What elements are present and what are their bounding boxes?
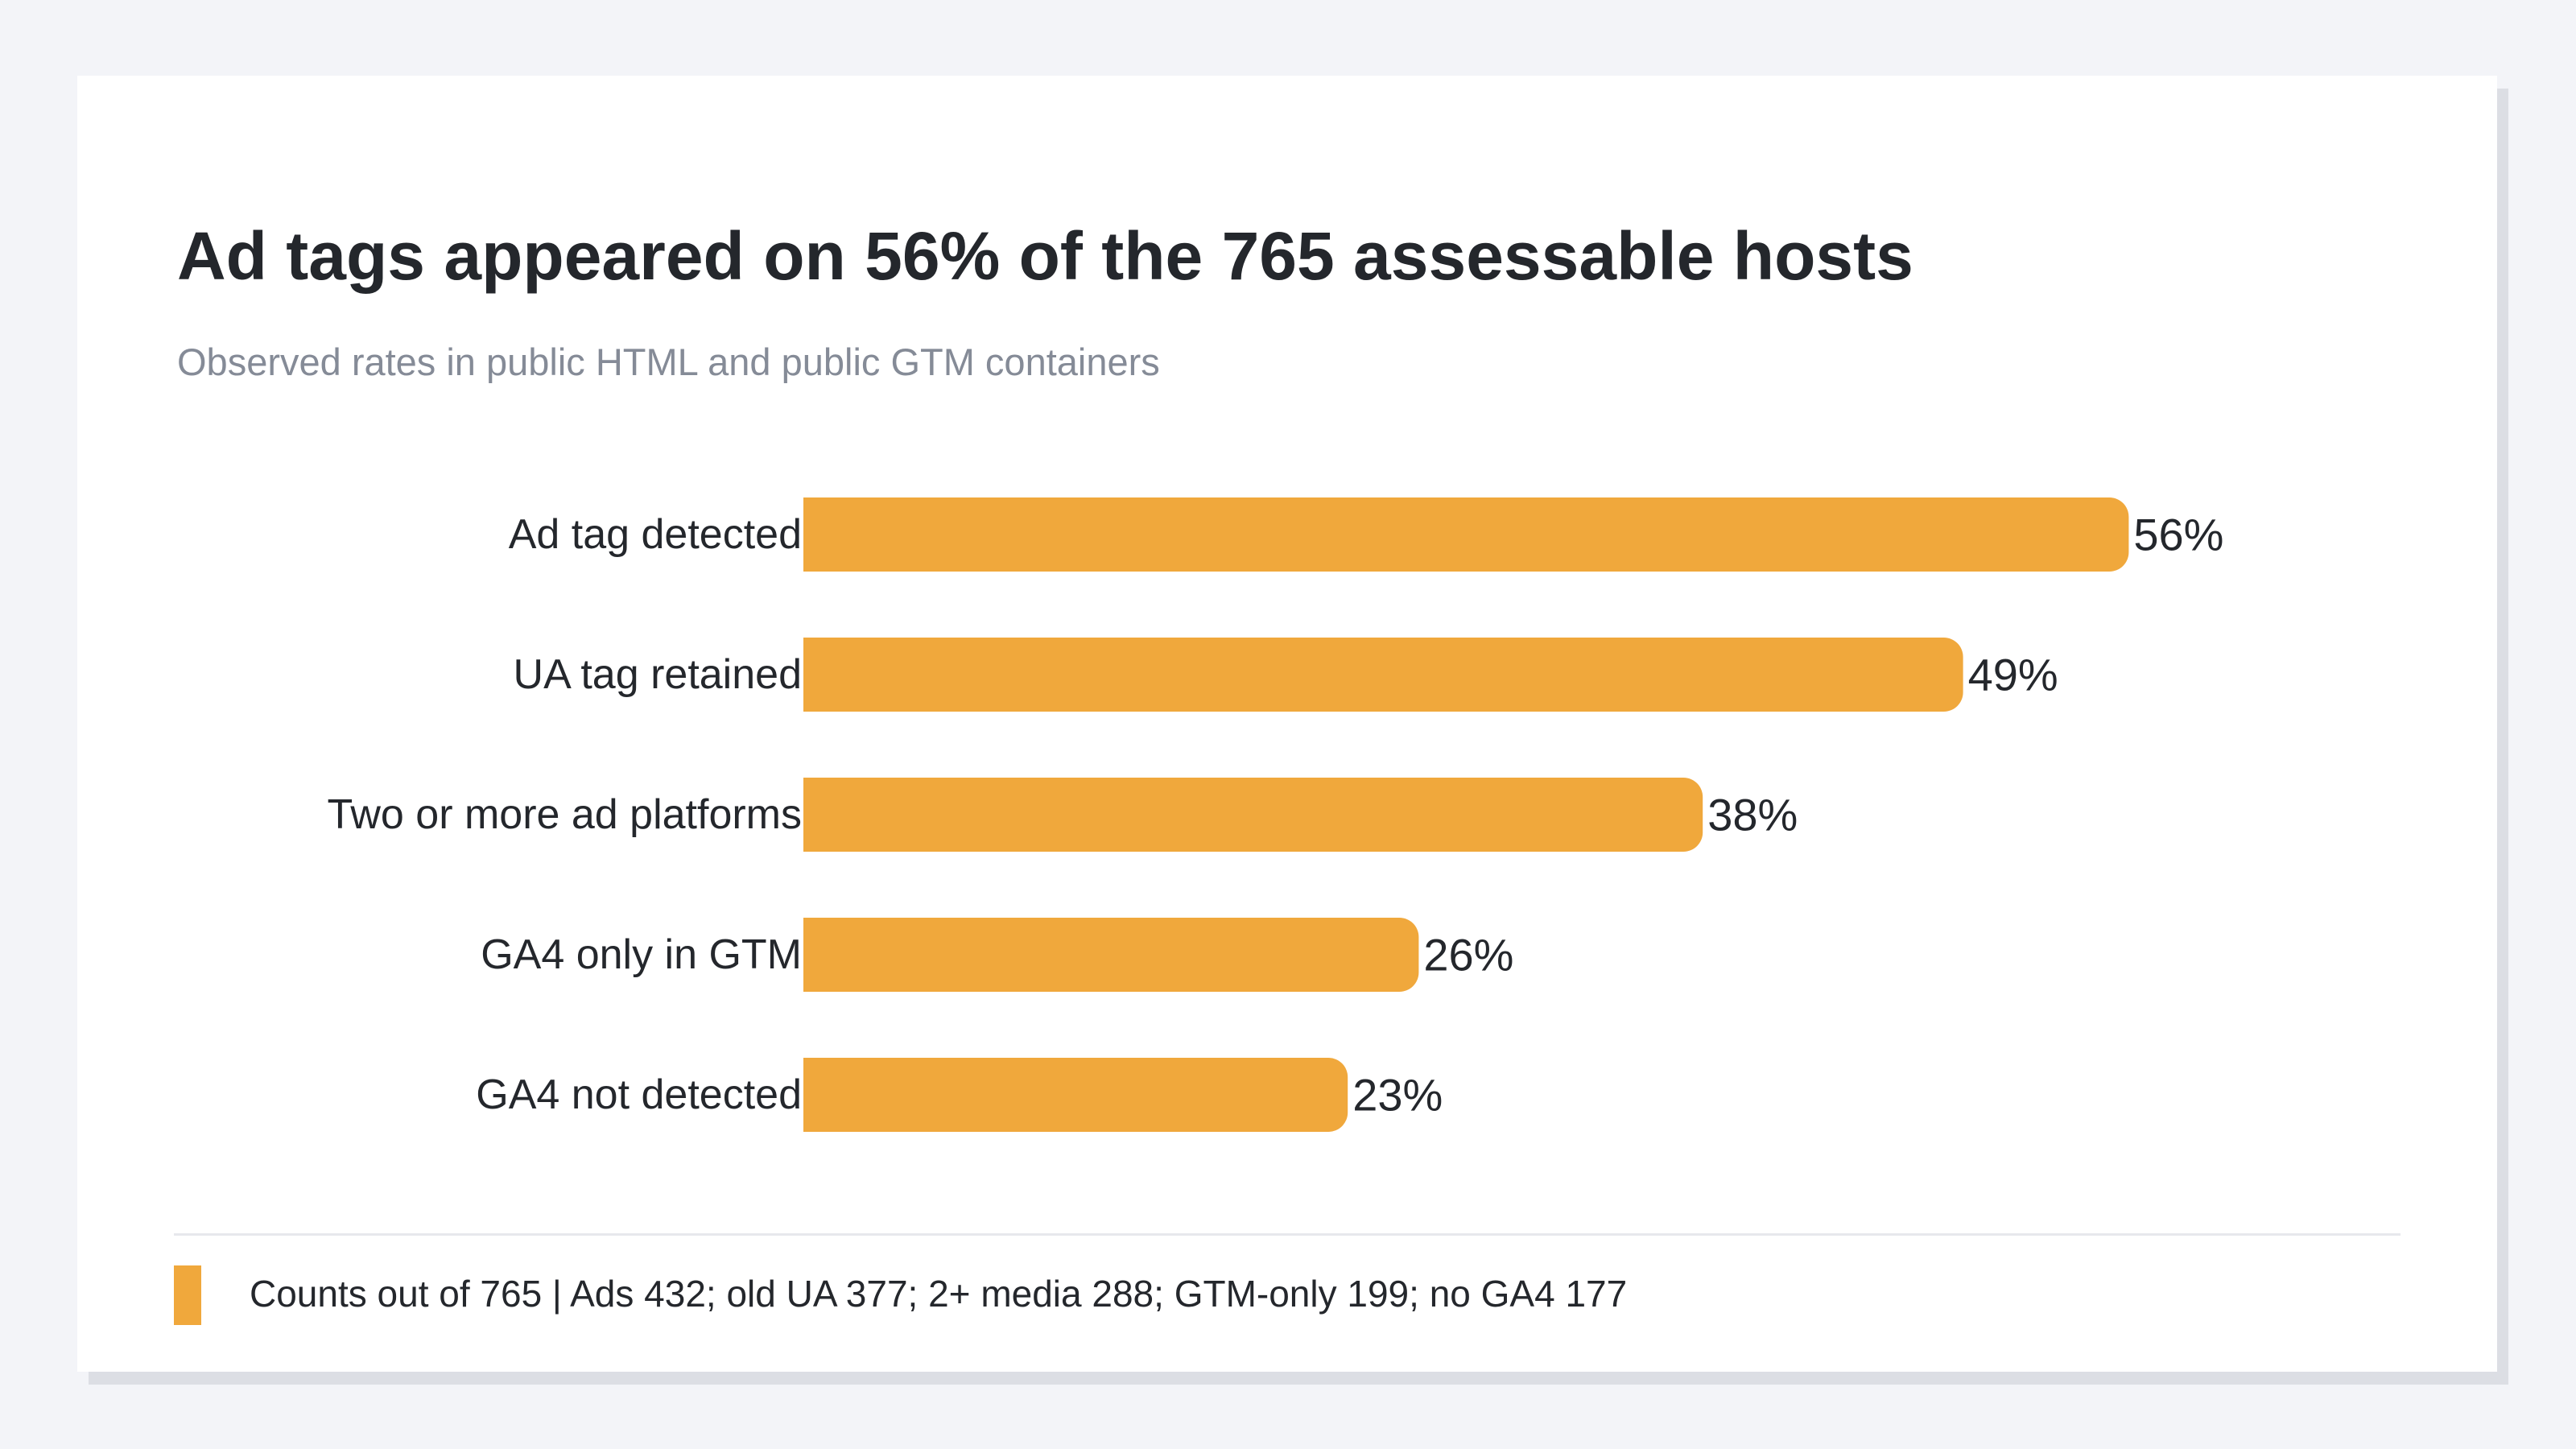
- bar-4: [803, 1058, 1348, 1132]
- bar-3: [803, 918, 1419, 992]
- legend-swatch: [174, 1265, 201, 1325]
- category-label-1: UA tag retained: [514, 651, 802, 698]
- legend-text: Counts out of 765 | Ads 432; old UA 377;…: [250, 1273, 1628, 1315]
- bar-2: [803, 778, 1703, 852]
- category-label-4: GA4 not detected: [476, 1071, 802, 1118]
- bar-1: [803, 638, 1963, 712]
- bar-chart: Ad tag detected 56% UA tag retained 49% Two …: [327, 497, 2223, 1132]
- value-label-0: 56%: [2133, 510, 2223, 560]
- chart-title: Ad tags appeared on 56% of the 765 asses…: [177, 218, 1913, 294]
- chart-card: Ad tags appeared on 56% of the 765 asses…: [77, 76, 2497, 1372]
- value-label-4: 23%: [1352, 1070, 1443, 1121]
- value-label-2: 38%: [1707, 790, 1798, 840]
- value-label-3: 26%: [1423, 930, 1513, 980]
- category-label-2: Two or more ad platforms: [327, 791, 802, 838]
- bar-0: [803, 497, 2129, 572]
- category-label-3: GA4 only in GTM: [481, 931, 802, 978]
- value-label-1: 49%: [1968, 650, 2058, 700]
- chart-subtitle: Observed rates in public HTML and public…: [177, 341, 1160, 383]
- legend-divider: [174, 1233, 2401, 1236]
- category-label-0: Ad tag detected: [509, 511, 802, 558]
